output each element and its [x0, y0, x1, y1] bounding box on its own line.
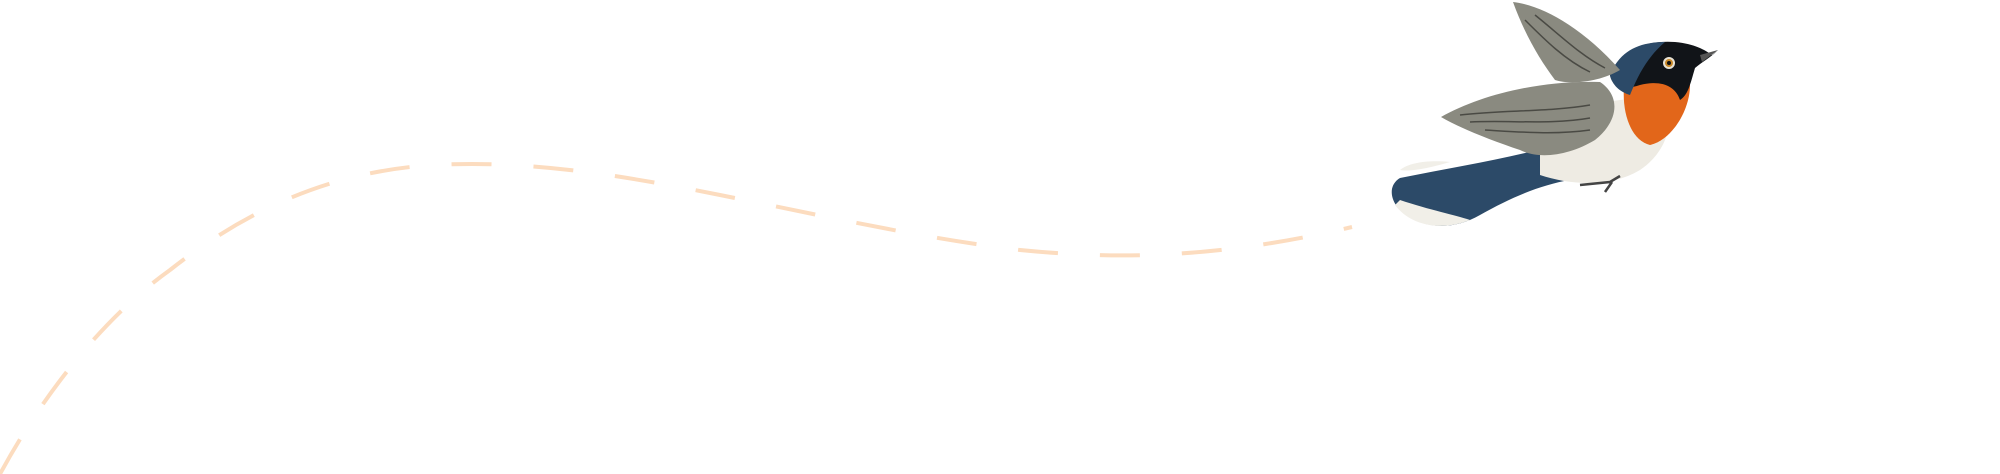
bird-illustration: [1391, 2, 1718, 226]
bird-feather-lines: [1459, 14, 1606, 134]
bird-pupil: [1667, 61, 1671, 65]
bird-tail: [1391, 148, 1570, 226]
dashed-flight-path: [0, 161, 1353, 474]
bird-tail-tip: [1395, 161, 1470, 226]
bird-leg: [1579, 174, 1621, 193]
bird-crown: [1610, 42, 1665, 95]
bird-beak: [1700, 50, 1718, 62]
bird-lower-wing: [1441, 81, 1615, 156]
bird-throat: [1623, 72, 1690, 145]
